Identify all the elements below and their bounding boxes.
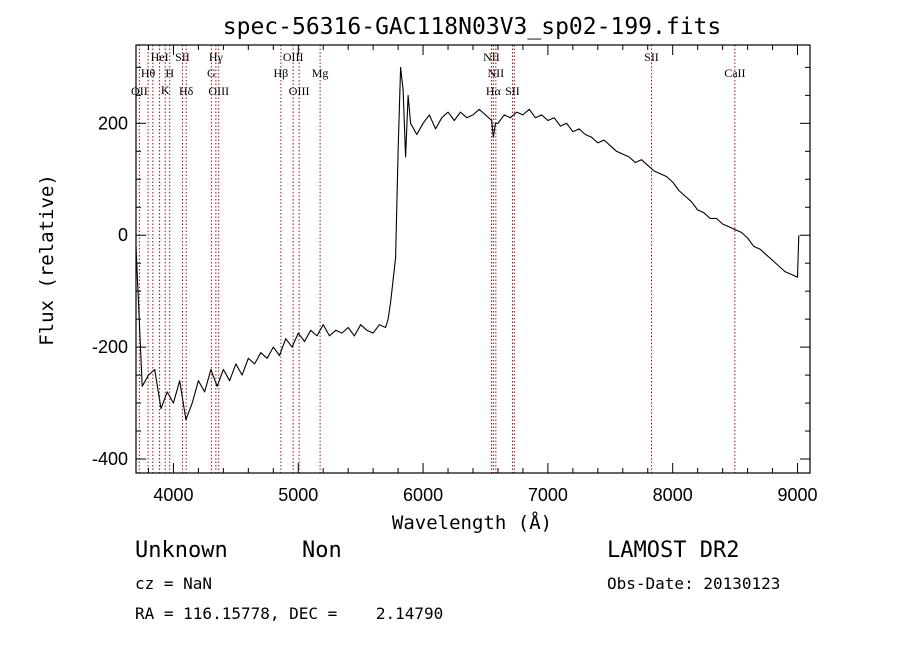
spectral-line-label: G <box>207 66 216 80</box>
x-tick-label: 7000 <box>528 485 568 505</box>
spectral-line-label: OIII <box>208 84 229 98</box>
x-axis-label: Wavelength (Å) <box>392 511 552 534</box>
spectral-line-label: Hβ <box>274 66 289 80</box>
coordinates-text: RA = 116.15778, DEC = 2.14790 <box>135 604 444 623</box>
spectral-line-label: SII <box>175 50 190 64</box>
plot-frame <box>135 44 811 474</box>
x-tick-label: 6000 <box>403 485 443 505</box>
spectral-line-label: OIII <box>283 50 304 64</box>
spectral-line-label: OIII <box>289 84 310 98</box>
object-class: Non <box>302 538 342 563</box>
spectral-line-label: OII <box>131 84 148 98</box>
spectrum-series-line <box>135 66 800 421</box>
obs-date-text: Obs-Date: 20130123 <box>607 574 781 593</box>
y-axis-label: Flux (relative) <box>36 174 58 346</box>
spectral-line-label: K <box>161 83 170 97</box>
spectral-line-label: HeI <box>151 50 169 64</box>
spectral-line-label: CaII <box>724 66 745 80</box>
y-tick-label: -400 <box>92 449 128 469</box>
y-tick-label: 200 <box>98 113 128 133</box>
x-tick-label: 4000 <box>153 485 193 505</box>
spectral-line-label: NII <box>483 50 500 64</box>
x-tick-label: 8000 <box>653 485 693 505</box>
spectral-line-label: Mg <box>312 66 329 80</box>
spectral-line-label: Hα <box>486 84 502 98</box>
x-tick-label: 5000 <box>278 485 318 505</box>
spectral-line-label: Hθ <box>141 66 156 80</box>
spectral-line-label: NII <box>488 66 505 80</box>
spectral-line-label: Hδ <box>179 84 194 98</box>
y-tick-label: -200 <box>92 337 128 357</box>
spectral-line-label: SII <box>644 50 659 64</box>
chart-title: spec-56316-GAC118N03V3_sp02-199.fits <box>223 14 722 40</box>
spectral-line-label: H <box>165 66 174 80</box>
redshift-text: cz = NaN <box>135 574 213 593</box>
object-name: Unknown <box>135 538 228 563</box>
y-tick-label: 0 <box>118 225 128 245</box>
spectral-line-label: SII <box>505 84 520 98</box>
spectral-line-label: Hγ <box>209 50 224 64</box>
x-tick-label: 9000 <box>777 485 817 505</box>
survey-name: LAMOST DR2 <box>607 538 740 563</box>
